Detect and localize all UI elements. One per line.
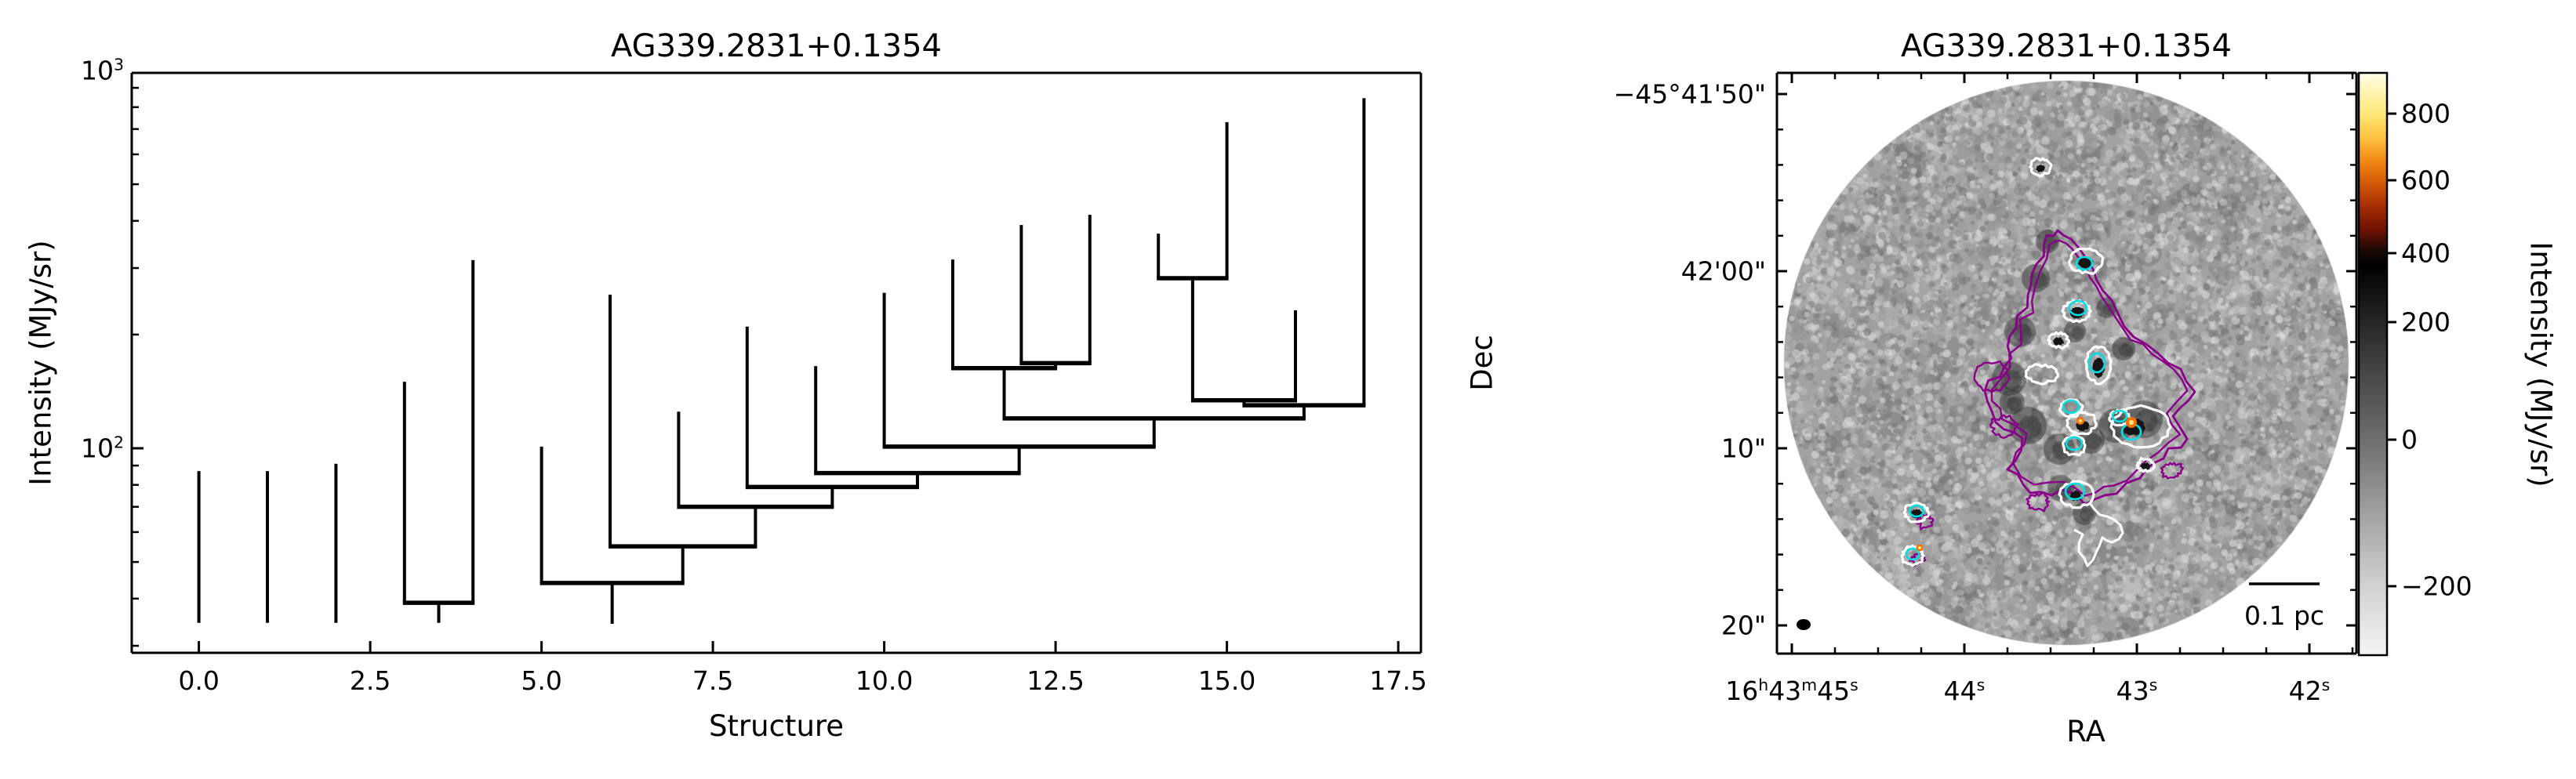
ra-tick-label: 16h43m45s	[1725, 676, 1858, 706]
purple-contour-inner	[1990, 239, 2189, 497]
beam-ellipse	[1797, 619, 1811, 630]
white-contour	[2047, 331, 2071, 350]
cyan-core-ring	[2064, 482, 2086, 501]
colorbar-tick-label: 200	[2401, 306, 2451, 338]
ra-tick-label: 42s	[2288, 676, 2331, 706]
cyan-core-ring	[2075, 255, 2094, 271]
dark-core	[2141, 462, 2151, 470]
right-panel-title: AG339.2831+0.1354	[1901, 28, 2232, 64]
colorbar-gradient	[2359, 73, 2387, 655]
orange-peak-core	[2078, 418, 2083, 423]
white-contour	[2068, 247, 2105, 275]
left-x-tick-label: 10.0	[855, 665, 914, 696]
white-contour	[2084, 346, 2113, 386]
left-x-tick-label: 12.5	[1026, 665, 1085, 696]
left-x-tick-label: 7.5	[692, 665, 734, 696]
white-contour-squiggle	[2073, 502, 2124, 567]
left-y-tick-label: 102	[80, 433, 124, 464]
cyan-core-ring	[1908, 504, 1925, 518]
cyan-core-ring	[2087, 352, 2106, 374]
cyan-core-ring	[1905, 547, 1920, 561]
white-contour	[2058, 480, 2095, 509]
purple-contour-island	[1973, 361, 2011, 393]
colorbar-tick-label: −200	[2401, 571, 2472, 602]
right-x-axis-label: RA	[2066, 715, 2105, 748]
cyan-core-ring	[2065, 436, 2084, 451]
white-contour	[1937, 623, 1951, 639]
dec-tick-label: −45°41'50"	[1613, 78, 1766, 110]
colorbar-tick-label: 800	[2401, 98, 2451, 129]
colorbar-tick-label: 400	[2401, 237, 2451, 269]
purple-contour-island	[1989, 414, 2020, 440]
cyan-core-ring	[2062, 399, 2080, 415]
cyan-core-ring	[2111, 409, 2128, 423]
white-contour	[2109, 404, 2172, 449]
purple-contour-outer	[1983, 229, 2196, 506]
colorbar-tick-label: 600	[2401, 165, 2451, 196]
colorbar-label: Intensity (MJy/sr)	[2523, 241, 2558, 487]
left-x-tick-label: 5.0	[521, 665, 562, 696]
dark-core	[2053, 337, 2065, 346]
right-y-axis-label: Dec	[1465, 335, 1499, 391]
white-contour	[2058, 398, 2084, 418]
colorbar-outline	[2357, 71, 2389, 657]
left-x-tick-label: 17.5	[1369, 665, 1427, 696]
left-x-axis-label: Structure	[708, 709, 845, 743]
sky-map-image	[1777, 73, 2356, 654]
colorbar-tick-label: 0	[2401, 424, 2418, 455]
cyan-core-ring	[2068, 299, 2088, 317]
left-panel-title: AG339.2831+0.1354	[611, 28, 942, 64]
dec-tick-label: 10"	[1720, 433, 1766, 464]
white-contour	[2135, 457, 2156, 473]
left-x-tick-label: 15.0	[1197, 665, 1256, 696]
orange-peak-core	[2128, 419, 2135, 426]
left-y-tick-label: 103	[80, 55, 124, 86]
dark-core	[2036, 165, 2046, 172]
ra-tick-label: 44s	[1943, 676, 1986, 706]
white-contour	[2029, 157, 2053, 178]
left-x-tick-label: 0.0	[178, 665, 220, 696]
orange-peak-core	[1917, 545, 1922, 550]
ra-tick-label: 43s	[2116, 676, 2158, 706]
scalebar-label: 0.1 pc	[2244, 600, 2325, 631]
white-contour	[2066, 411, 2098, 436]
purple-contour-island	[2026, 491, 2051, 513]
purple-contour-island	[2160, 462, 2184, 480]
white-contour	[2062, 433, 2087, 457]
dec-tick-label: 42'00"	[1680, 255, 1766, 287]
left-x-tick-label: 2.5	[349, 665, 391, 696]
white-contour	[1902, 502, 1931, 524]
dec-tick-label: 20"	[1720, 610, 1766, 641]
white-contour	[2024, 363, 2060, 386]
